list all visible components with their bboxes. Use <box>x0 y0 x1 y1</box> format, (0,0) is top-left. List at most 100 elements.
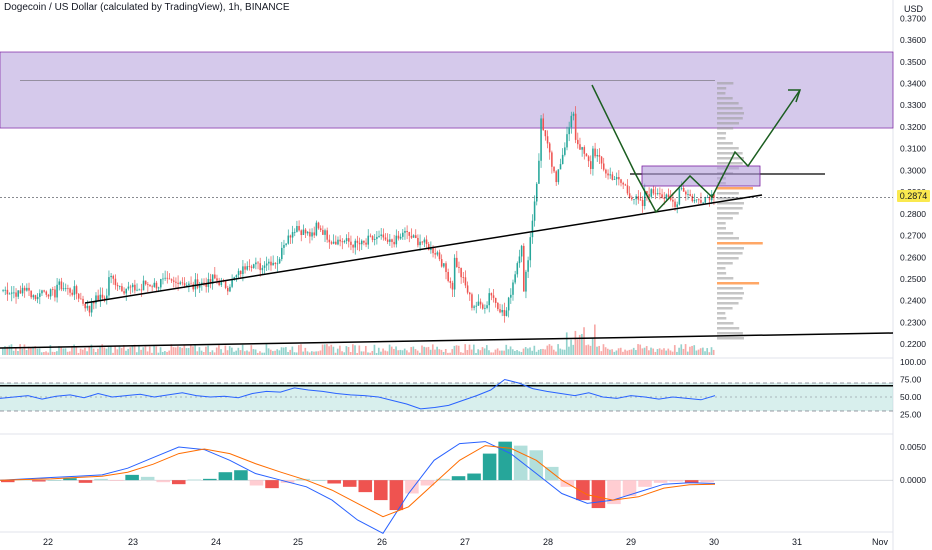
candle <box>330 242 333 244</box>
candle <box>693 200 696 202</box>
candle <box>525 271 527 292</box>
volume-bar <box>414 349 417 355</box>
candle <box>577 139 579 145</box>
candle <box>339 239 341 242</box>
candle <box>391 239 393 242</box>
macd-bar <box>342 480 357 487</box>
volume-bar <box>496 348 499 355</box>
candle <box>445 263 447 273</box>
candle <box>276 263 279 265</box>
volume-bar <box>159 347 162 355</box>
volume-bar <box>298 345 300 355</box>
volume-bar <box>572 344 575 355</box>
rsi-tick-label: 75.00 <box>900 375 922 385</box>
candle <box>39 293 41 297</box>
candle <box>317 222 320 229</box>
volume-bar <box>401 350 404 355</box>
candle <box>6 289 9 295</box>
volume-bar <box>460 352 462 355</box>
candle <box>665 194 668 199</box>
volume-bar <box>483 348 486 355</box>
volume-profile-bar <box>717 237 739 240</box>
candle <box>252 264 255 268</box>
candle <box>423 239 426 243</box>
volume-bar <box>185 348 188 355</box>
macd-tick-label: 0.0000 <box>900 475 926 485</box>
candle <box>80 298 82 300</box>
candle <box>551 152 553 167</box>
volume-bar <box>444 349 447 355</box>
volume-bar <box>488 350 490 355</box>
volume-bar <box>326 344 328 355</box>
resistance-zone <box>0 51 894 129</box>
macd-bar <box>249 480 264 486</box>
volume-bar <box>643 347 646 355</box>
candle <box>419 241 421 246</box>
candle <box>328 239 331 243</box>
volume-bar <box>399 349 402 355</box>
candle <box>248 266 251 267</box>
price-tick-label: 0.3000 <box>900 165 926 175</box>
volume-bar <box>334 352 337 355</box>
volume-bar <box>47 352 50 355</box>
macd-bar <box>1 480 15 483</box>
volume-bar <box>205 346 207 355</box>
volume-bar <box>371 350 374 355</box>
volume-bar <box>306 351 309 355</box>
volume-bar <box>617 348 620 355</box>
candle <box>538 160 540 184</box>
volume-bar <box>168 350 171 355</box>
candle <box>598 155 601 157</box>
volume-bar <box>349 352 352 355</box>
volume-bar <box>615 350 618 355</box>
candle <box>464 277 467 286</box>
candle <box>172 280 175 282</box>
volume-bar <box>291 346 294 355</box>
candle <box>518 256 521 264</box>
macd-line <box>0 441 716 534</box>
rsi-line <box>0 378 716 410</box>
volume-bar <box>60 347 62 355</box>
volume-bar <box>174 347 177 355</box>
volume-bar <box>181 347 183 355</box>
volume-bar <box>269 349 272 355</box>
time-tick-label: 28 <box>543 537 553 547</box>
volume-bar <box>498 350 501 355</box>
volume-bar <box>97 348 99 355</box>
candle <box>157 287 160 289</box>
candle <box>685 191 687 195</box>
time-tick-label: 23 <box>128 537 138 547</box>
candle <box>434 253 436 255</box>
candles <box>2 106 715 323</box>
volume-bar <box>261 352 263 355</box>
volume-bar <box>198 347 201 355</box>
volume-bar <box>557 344 559 355</box>
volume-profile-bar <box>717 112 744 115</box>
candle <box>56 284 58 298</box>
volume-bar <box>660 349 663 355</box>
volume-bar <box>384 350 387 355</box>
candle <box>605 169 607 174</box>
macd-bar <box>405 480 419 494</box>
candle <box>261 267 264 271</box>
candle <box>654 193 657 195</box>
candle <box>97 295 99 301</box>
candle <box>110 275 112 278</box>
volume-profile-bar <box>717 327 740 330</box>
candle <box>412 235 415 238</box>
candle <box>678 188 681 205</box>
price-tick-label: 0.3600 <box>900 35 926 45</box>
volume-bar <box>66 351 69 355</box>
candle <box>427 244 430 251</box>
candle <box>278 259 281 264</box>
macd-bar <box>187 479 202 481</box>
volume-bar <box>505 344 508 355</box>
volume-bar <box>36 348 39 355</box>
candle <box>365 242 367 245</box>
volume-bar <box>248 351 250 355</box>
volume-bar <box>315 351 317 355</box>
volume-bar <box>473 344 475 355</box>
candle <box>581 147 583 150</box>
candle <box>659 193 661 195</box>
